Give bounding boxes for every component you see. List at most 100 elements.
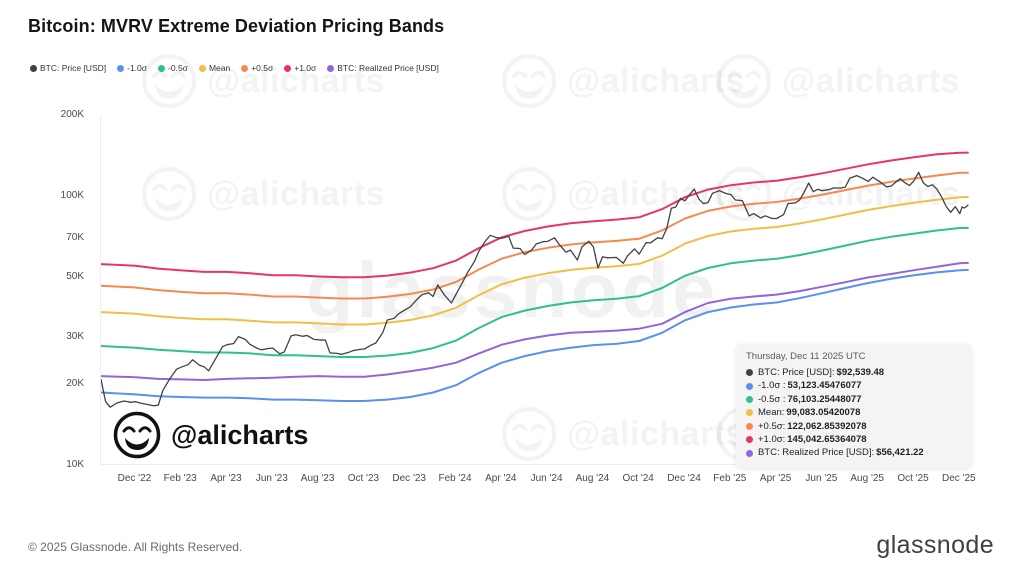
legend-item-2[interactable]: -0.5σ <box>158 63 188 73</box>
series-line <box>101 171 969 300</box>
watermark-handle-text: @alicharts <box>782 62 960 101</box>
tooltip-value: $92,539.48 <box>836 367 885 378</box>
legend-item-6[interactable]: BTC: Realized Price [USD] <box>327 63 439 73</box>
watermark-handle-text: @alicharts <box>567 62 745 101</box>
tooltip-dot-icon <box>746 422 753 430</box>
page-title: Bitcoin: MVRV Extreme Deviation Pricing … <box>28 16 445 36</box>
tooltip-dot-icon <box>746 369 753 377</box>
x-axis: Dec '22 Feb '23 Apr '23 Jun '23 Aug '23 Oct '… <box>100 473 976 489</box>
legend-dot-icon <box>241 64 249 72</box>
legend-label: -1.0σ <box>127 63 148 73</box>
legend-dot-icon <box>158 64 166 72</box>
laughing-face-icon <box>502 54 556 108</box>
tooltip-dot-icon <box>746 396 753 404</box>
tooltip-dot-icon <box>746 409 753 417</box>
tooltip-label: Mean: 99,083.05420078 <box>758 407 861 419</box>
legend-item-0[interactable]: BTC: Price [USD] <box>30 63 106 73</box>
legend-item-4[interactable]: +0.5σ <box>241 63 273 73</box>
x-tick-label: Aug '24 <box>575 473 610 484</box>
tooltip-label: +0.5σ: 122,062.85392078 <box>758 420 867 432</box>
y-axis: 200K 100K 70K 50K 30K 20K 10K <box>40 109 92 470</box>
alicharts-watermark: @alicharts <box>500 52 745 110</box>
x-tick-label: Dec '25 <box>942 473 976 484</box>
x-tick-label: Dec '22 <box>117 473 152 484</box>
legend-label: Mean <box>208 63 231 73</box>
x-tick-label: Oct '23 <box>347 473 380 484</box>
x-tick-label: Dec '23 <box>392 473 426 484</box>
tooltip-row: BTC: Price [USD]: $92,539.48 <box>746 366 962 379</box>
tooltip-value: $56,421.22 <box>876 447 924 459</box>
y-tick-label: 70K <box>66 231 84 243</box>
series-line <box>101 261 969 381</box>
x-tick-label: Feb '24 <box>438 473 472 484</box>
tooltip-rows: BTC: Price [USD]: $92,539.48 -1.0σ :53,123… <box>746 366 962 460</box>
y-tick-label: 100K <box>60 189 84 201</box>
legend-dot-icon <box>284 64 292 72</box>
tooltip-date: Thursday, Dec 11 2025 UTC <box>746 351 866 362</box>
legend-dot-icon <box>327 64 335 72</box>
y-tick-label: 10K <box>66 459 84 470</box>
tooltip-dot-icon <box>746 449 753 457</box>
tooltip-label: -1.0σ :53,123.45476077 <box>758 380 862 392</box>
alicharts-watermark: @alicharts <box>140 52 385 110</box>
series-line <box>101 268 969 402</box>
tooltip-value: 76,103.25448077 <box>787 393 862 405</box>
x-tick-label: Apr '24 <box>485 473 517 484</box>
tooltip-label: +1.0σ: 145,042.65364078 <box>758 434 867 446</box>
x-tick-label: Aug '23 <box>300 473 335 484</box>
legend-label: BTC: Realized Price [USD] <box>337 63 439 73</box>
y-tick-label: 20K <box>66 378 84 390</box>
series-line <box>101 151 969 279</box>
chart-plot-area[interactable] <box>100 115 969 465</box>
tooltip-value: 53,123.45476077 <box>787 380 862 392</box>
series-line <box>101 196 969 326</box>
legend-dot-icon <box>198 64 206 72</box>
series-line <box>101 226 969 358</box>
legend-label: BTC: Price [USD] <box>40 63 107 73</box>
x-tick-label: Jun '25 <box>805 473 838 484</box>
legend-item-1[interactable]: -1.0σ <box>117 63 147 73</box>
tooltip-label: -0.5σ :76,103.25448077 <box>758 393 862 405</box>
glassnode-wordmark: glassnode <box>876 531 994 559</box>
tooltip-label: BTC: Realized Price [USD]: $56,421.22 <box>758 447 924 459</box>
x-tick-label: Aug '25 <box>850 473 884 484</box>
series-line <box>101 171 969 408</box>
chart-tooltip: Thursday, Dec 11 2025 UTC BTC: Price [US… <box>736 344 972 468</box>
laughing-face-icon <box>142 54 196 108</box>
copyright-text: © 2025 Glassnode. All Rights Reserved. <box>28 540 243 554</box>
laughing-face-icon <box>717 54 771 108</box>
y-tick-label: 30K <box>66 330 84 342</box>
legend-label: +0.5σ <box>251 63 274 73</box>
tooltip-label: BTC: Price [USD]: $92,539.48 <box>758 367 885 378</box>
tooltip-row: BTC: Realized Price [USD]: $56,421.22 <box>746 446 962 459</box>
x-tick-label: Jun '24 <box>530 473 563 484</box>
legend-item-3[interactable]: Mean <box>198 63 231 73</box>
tooltip-row: -0.5σ :76,103.25448077 <box>746 393 962 406</box>
alicharts-watermark: @alicharts <box>715 52 960 110</box>
x-tick-label: Feb '23 <box>163 473 197 484</box>
x-tick-label: Oct '24 <box>622 473 654 484</box>
alicharts-handle: @alicharts <box>171 419 309 450</box>
tooltip-row: -1.0σ :53,123.45476077 <box>746 379 962 392</box>
y-tick-label: 50K <box>66 270 84 282</box>
tooltip-dot-icon <box>746 436 753 444</box>
tooltip-row: +0.5σ: 122,062.85392078 <box>746 420 962 433</box>
laughing-face-icon <box>113 411 161 459</box>
legend-label: -0.5σ <box>168 63 188 73</box>
tooltip-row: +1.0σ: 145,042.65364078 <box>746 433 962 446</box>
x-tick-label: Dec '24 <box>667 473 701 484</box>
tooltip-row: Mean: 99,083.05420078 <box>746 406 962 419</box>
legend-dot-icon <box>30 64 37 72</box>
legend-item-5[interactable]: +1.0σ <box>284 63 316 73</box>
x-tick-label: Jun '23 <box>255 473 288 484</box>
x-tick-label: Apr '25 <box>759 473 792 484</box>
y-tick-label: 200K <box>60 109 84 120</box>
legend-dot-icon <box>117 64 125 72</box>
x-tick-label: Feb '25 <box>713 473 747 484</box>
x-tick-label: Oct '25 <box>897 473 929 484</box>
price-bands-chart[interactable] <box>101 115 969 465</box>
chart-legend: BTC: Price [USD] -1.0σ -0.5σ Mean +0.5σ +1.0σ… <box>30 63 439 73</box>
alicharts-logo: @alicharts <box>112 410 308 460</box>
tooltip-value: 145,042.65364078 <box>787 434 867 446</box>
